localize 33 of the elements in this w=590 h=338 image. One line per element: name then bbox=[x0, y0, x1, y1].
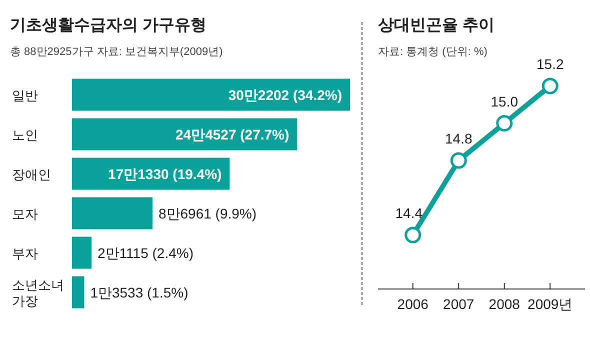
data-label: 17만1330 (19.4%) bbox=[108, 166, 222, 182]
x-tick-label: 2007 bbox=[443, 296, 474, 312]
x-tick-label: 2008 bbox=[488, 296, 520, 312]
point bbox=[450, 152, 467, 169]
y-tick-label: 부자 bbox=[12, 246, 38, 261]
data-label: 1만3533 (1.5%) bbox=[90, 284, 188, 300]
bar bbox=[72, 197, 152, 230]
data-label: 14.4 bbox=[395, 205, 423, 221]
data-label: 15.2 bbox=[536, 56, 564, 72]
bar bbox=[72, 118, 298, 150]
y-tick-label: 모자 bbox=[12, 206, 38, 222]
chart-title: 상대빈곤율 추이 bbox=[378, 17, 494, 34]
data-label: 15.0 bbox=[490, 93, 518, 110]
data-label: 14.8 bbox=[445, 130, 472, 146]
point bbox=[496, 115, 513, 132]
chart-title: 기초생활수급자의 가구유형 bbox=[10, 17, 206, 34]
y-tick-label: 노인 bbox=[12, 127, 38, 142]
bar bbox=[72, 236, 92, 269]
y-tick-label: 장애인 bbox=[12, 166, 51, 182]
point bbox=[404, 226, 422, 244]
y-tick-label: 소년소녀 가장 bbox=[12, 277, 64, 308]
bar bbox=[72, 276, 84, 308]
bar bbox=[72, 78, 350, 111]
point bbox=[542, 78, 558, 94]
data-label: 8만6961 (9.9%) bbox=[158, 205, 257, 222]
x-tick-label: 2009년 bbox=[528, 296, 573, 312]
data-label: 2만1115 (2.4%) bbox=[98, 244, 194, 261]
data-label: 30만2202 (34.2%) bbox=[228, 86, 342, 103]
chart-subtitle: 총 88만2925가구 자료: 보건복지부(2009년) bbox=[10, 46, 223, 58]
chart-subtitle: 자료: 통계청 (단위: %) bbox=[378, 46, 488, 58]
y-tick-label: 일반 bbox=[12, 88, 38, 103]
x-tick-label: 2006 bbox=[397, 296, 429, 312]
data-label: 24만4527 (27.7%) bbox=[176, 126, 290, 142]
